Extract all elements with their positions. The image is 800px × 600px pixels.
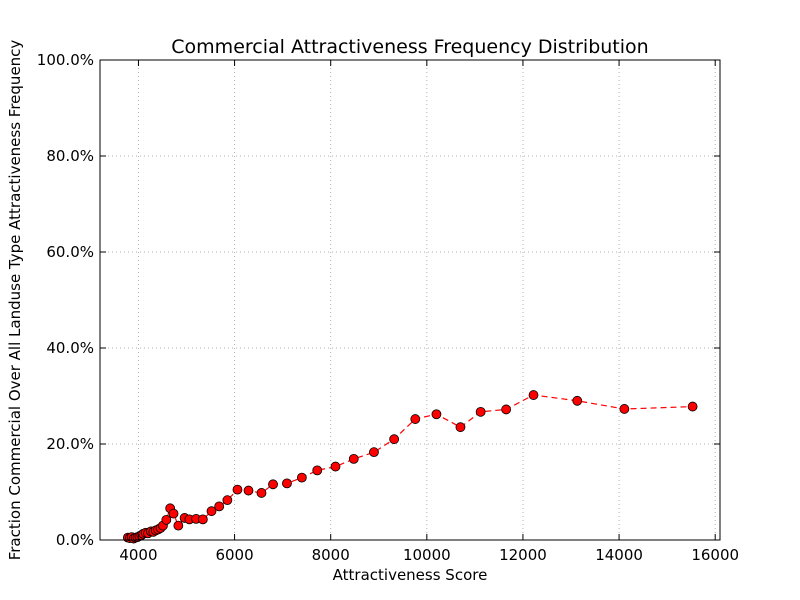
y-tick-label: 80.0% (46, 147, 94, 165)
data-point (312, 465, 323, 476)
data-point (501, 404, 512, 415)
y-tick-label: 20.0% (46, 435, 94, 453)
data-point (268, 479, 278, 490)
data-point (173, 520, 184, 531)
data-point (687, 401, 698, 412)
data-point (369, 447, 379, 458)
data-point (296, 472, 307, 483)
data-point (161, 514, 172, 525)
x-tick-label: 10000 (403, 546, 451, 564)
y-tick-label: 40.0% (46, 339, 94, 357)
data-point (168, 508, 179, 519)
x-tick-label: 6000 (215, 546, 253, 564)
data-point (619, 404, 630, 414)
data-point (256, 488, 267, 498)
x-tick-label: 16000 (691, 546, 739, 564)
data-point (431, 409, 442, 420)
y-axis-label: Fraction Commercial Over All Landuse Typ… (6, 40, 24, 561)
data-point (572, 395, 583, 406)
data-point (528, 390, 539, 400)
plot-area (100, 60, 720, 540)
data-point (206, 506, 217, 517)
plot-frame (99, 59, 721, 541)
data-point (475, 406, 486, 417)
data-point (222, 495, 233, 506)
ticks: 4000 6000 8000 10000 12000 14000 16000 0.0% 20.0… (37, 51, 739, 564)
x-axis-label: Attractiveness Score (333, 566, 488, 584)
data-point (232, 484, 243, 495)
data-point (282, 478, 292, 489)
data-point (455, 422, 466, 433)
data-point (243, 485, 254, 496)
data-point (410, 414, 421, 424)
chart-title: Commercial Attractiveness Frequency Dist… (171, 36, 648, 58)
x-tick-label: 4000 (119, 546, 157, 564)
data-point (197, 514, 208, 525)
x-tick-label: 8000 (312, 546, 350, 564)
y-tick-label: 60.0% (46, 243, 94, 261)
data-point (348, 453, 359, 464)
series-layer (122, 390, 698, 544)
x-tick-label: 12000 (499, 546, 547, 564)
grid (100, 60, 720, 540)
data-point (389, 434, 400, 445)
y-tick-label: 0.0% (56, 531, 94, 549)
data-point (214, 501, 225, 512)
y-tick-label: 100.0% (37, 51, 94, 69)
x-tick-label: 14000 (595, 546, 643, 564)
data-point (330, 461, 341, 472)
